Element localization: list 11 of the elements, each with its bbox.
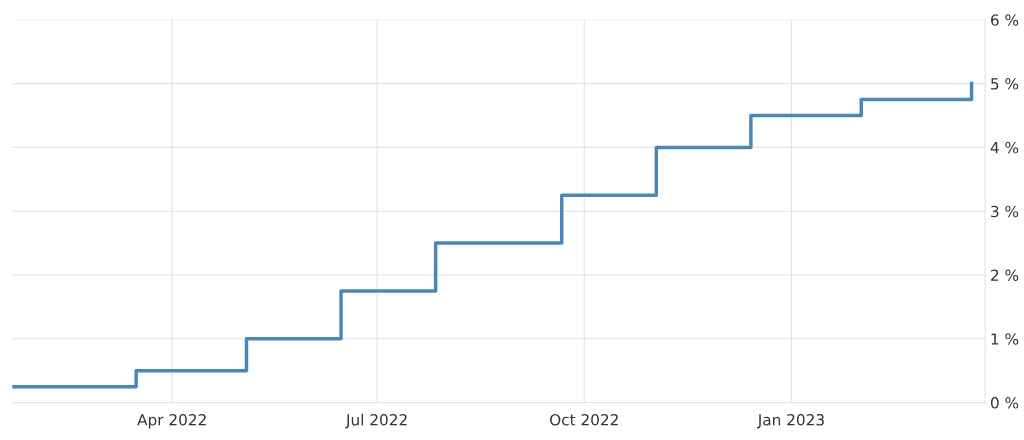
x-tick-label: Jan 2023 xyxy=(756,413,824,429)
y-tick-label: 6 % xyxy=(991,14,1019,26)
y-tick-label: 0 % xyxy=(990,397,1019,409)
x-tick-label: Oct 2022 xyxy=(550,413,618,426)
y-tick-label: 5 % xyxy=(991,78,1019,90)
y-tick-label: 3 % xyxy=(991,205,1019,218)
y-tick-label: 4 % xyxy=(990,141,1019,154)
y-tick-label: 2 % xyxy=(991,269,1019,282)
x-tick-label: Apr 2022 xyxy=(137,413,206,429)
y-tick-label: 1 % xyxy=(991,333,1019,345)
x-tick-label: Jul 2022 xyxy=(345,413,407,429)
